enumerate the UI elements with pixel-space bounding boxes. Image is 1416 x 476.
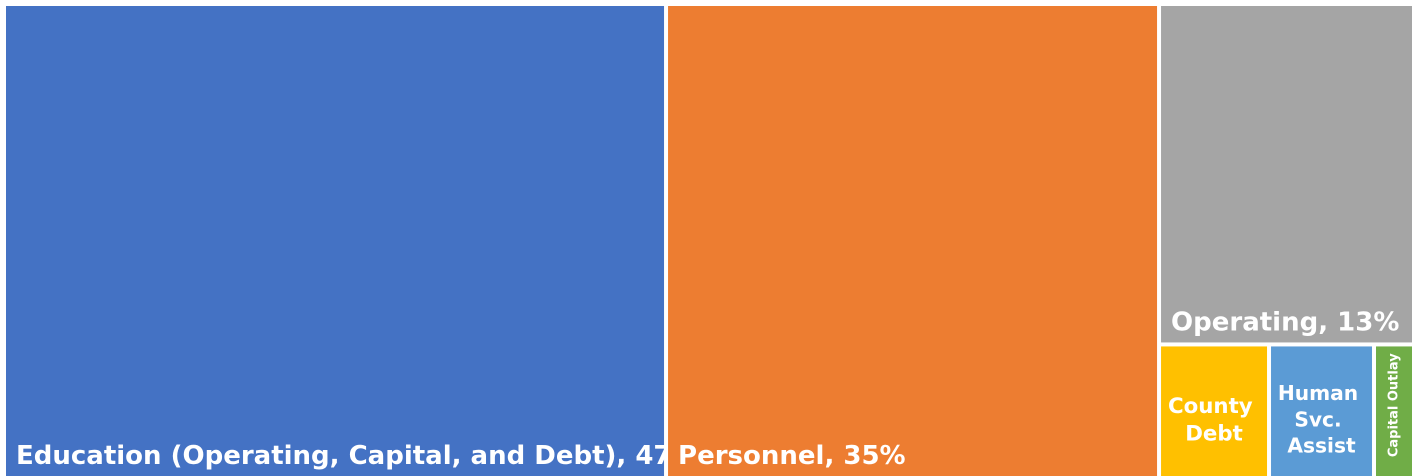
tile-label: Personnel, 35%: [678, 441, 906, 471]
tile-label: Capital Outlay: [1387, 353, 1402, 457]
tile-label: Education (Operating, Capital, and Debt)…: [16, 441, 698, 471]
tile-label: County Debt: [1168, 394, 1260, 447]
tile-label: Operating, 13%: [1171, 307, 1399, 337]
tile-label: Human Svc. Assist: [1278, 381, 1365, 458]
tile: [1271, 346, 1373, 476]
tile: [1161, 346, 1268, 476]
tile: [1376, 346, 1412, 476]
tile: [668, 6, 1158, 476]
tile: [6, 6, 665, 476]
tile: [1161, 6, 1412, 343]
